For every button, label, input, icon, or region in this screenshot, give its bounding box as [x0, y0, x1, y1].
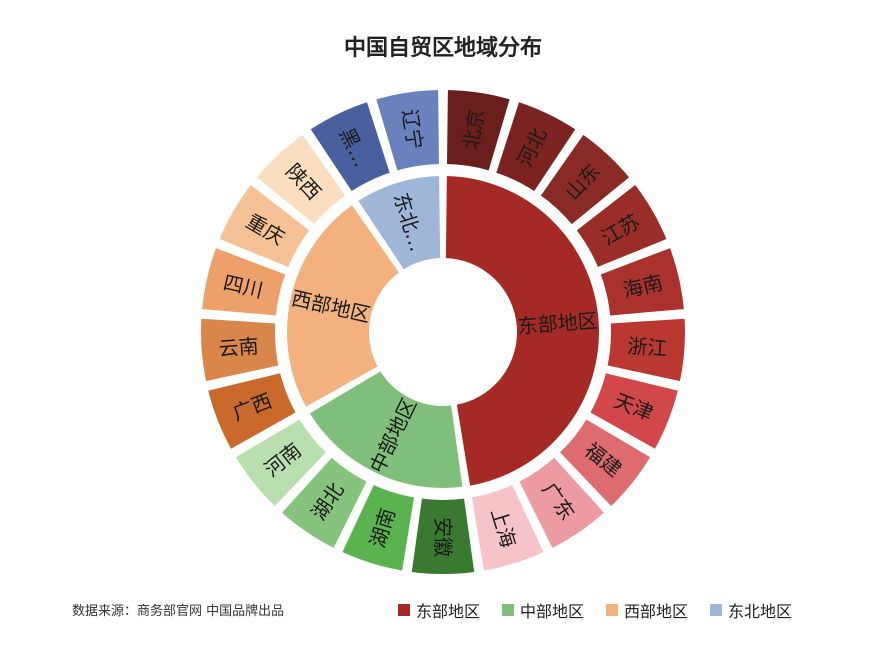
outer-slice-0-8[interactable] — [514, 452, 610, 554]
outer-slice-0-4[interactable] — [595, 243, 689, 320]
legend-swatch-0 — [398, 604, 410, 616]
legend-item-1[interactable]: 中部地区 — [502, 598, 584, 622]
legend-label-3: 东北地区 — [728, 602, 793, 621]
outer-slice-1-2[interactable] — [276, 452, 372, 554]
inner-label-0: 东部地区 — [517, 308, 599, 338]
chart-title: 中国自贸区地域分布 — [343, 36, 542, 61]
outer-slice-0-9[interactable] — [467, 479, 549, 576]
legend-item-0[interactable]: 东部地区 — [398, 598, 480, 622]
outer-slice-3-0[interactable] — [305, 97, 395, 197]
inner-slice-0[interactable] — [441, 171, 603, 491]
outer-slice-2-2[interactable] — [197, 243, 291, 320]
outer-label-0-5: 浙江 — [627, 334, 669, 361]
inner-slice-3[interactable] — [352, 171, 445, 275]
outer-label-2-1: 云南 — [218, 334, 260, 361]
legend-swatch-3 — [710, 604, 723, 616]
outer-slice-0-7[interactable] — [554, 413, 656, 512]
outer-slice-1-1[interactable] — [337, 479, 419, 576]
legend: 东部地区 中部地区 西部地区 东北地区 — [398, 598, 792, 622]
outer-slice-2-1[interactable] — [197, 314, 284, 386]
legend-label-0: 东部地区 — [416, 602, 481, 621]
legend-swatch-2 — [606, 604, 619, 616]
legend-label-1: 中部地区 — [520, 602, 585, 621]
outer-label-3-1: 辽宁 — [398, 108, 428, 151]
outer-label-0-0: 北京 — [459, 108, 489, 151]
outer-slice-0-6[interactable] — [585, 368, 683, 455]
source-note: 数据来源：商务部官网 中国品牌出品 — [72, 604, 285, 619]
outer-slice-2-4[interactable] — [251, 129, 351, 230]
outer-slice-1-0[interactable] — [407, 494, 479, 578]
outer-slice-0-1[interactable] — [491, 97, 581, 197]
inner-slice-1[interactable] — [304, 366, 467, 492]
legend-item-2[interactable]: 西部地区 — [606, 598, 688, 622]
outer-label-1-0: 安徽 — [431, 517, 455, 557]
legend-label-2: 西部地区 — [624, 602, 689, 621]
outer-slice-2-0[interactable] — [203, 368, 301, 455]
outer-slice-3-1[interactable] — [371, 85, 444, 176]
outer-slice-2-3[interactable] — [214, 179, 315, 273]
inner-slice-2[interactable] — [283, 199, 405, 413]
outer-slice-0-5[interactable] — [602, 314, 689, 386]
legend-item-3[interactable]: 东北地区 — [710, 598, 792, 622]
outer-slice-0-0[interactable] — [442, 85, 515, 176]
outer-slice-1-3[interactable] — [230, 413, 332, 512]
outer-slice-0-3[interactable] — [571, 179, 672, 273]
outer-slice-0-2[interactable] — [535, 129, 635, 230]
legend-swatch-1 — [502, 604, 515, 616]
